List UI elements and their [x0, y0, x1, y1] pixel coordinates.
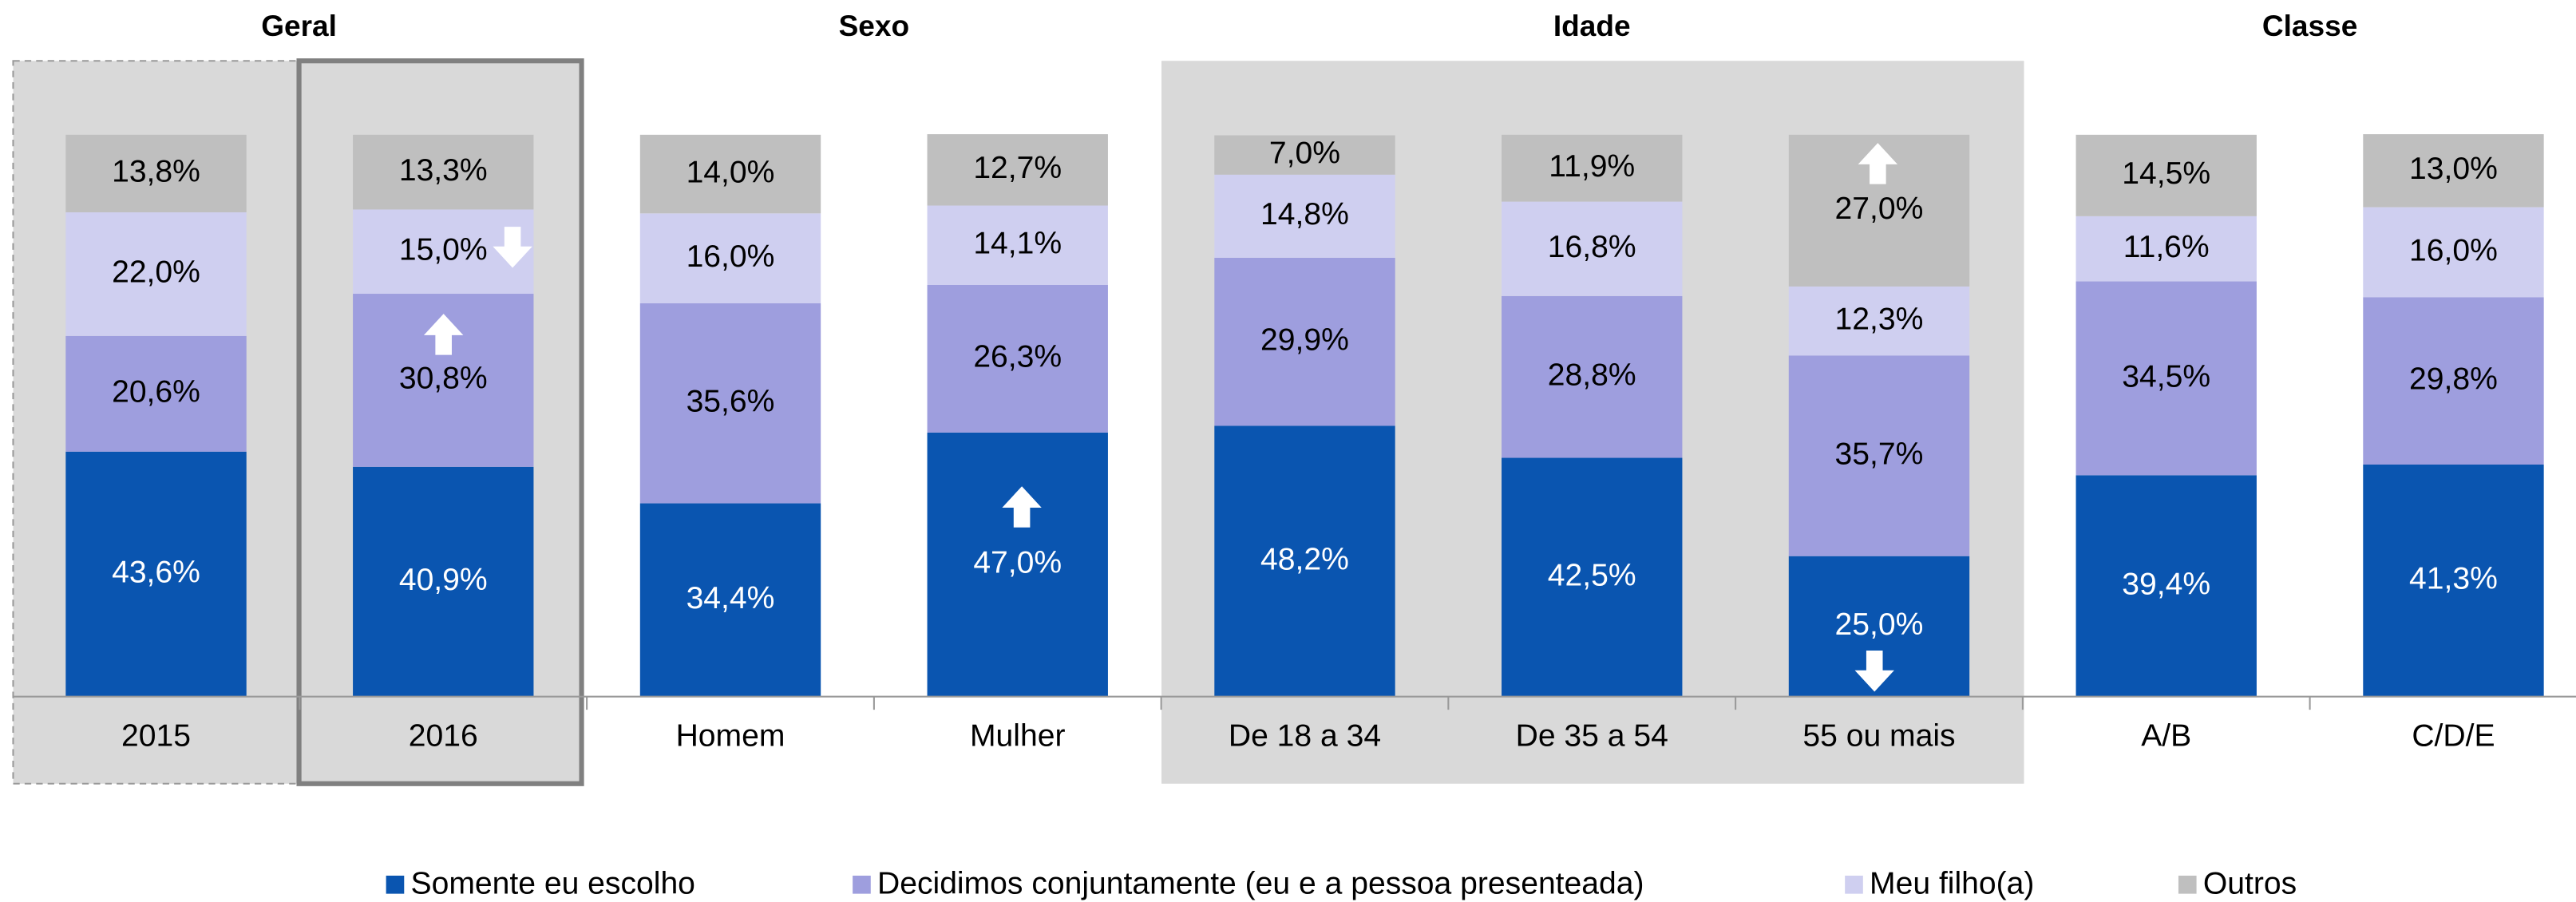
value-label: 12,7% — [973, 151, 1062, 185]
bar-segment — [1788, 355, 1970, 556]
arrow-down — [493, 227, 532, 268]
bar-segment — [639, 503, 821, 697]
value-label: 11,6% — [2123, 230, 2210, 264]
bar-segment — [927, 205, 1108, 285]
bar-segment — [65, 451, 247, 697]
bar-segment — [353, 134, 534, 210]
x-tick-label: 55 ou mais — [1802, 718, 1955, 753]
arrows — [423, 143, 1898, 692]
value-label: 34,5% — [2122, 359, 2210, 394]
value-label: 13,0% — [2409, 152, 2498, 186]
value-label: 14,1% — [973, 226, 1062, 260]
bar-segment — [927, 134, 1108, 206]
value-label: 28,8% — [1548, 358, 1636, 393]
legend-label: Decidimos conjuntamente (eu e a pessoa p… — [877, 867, 1644, 901]
x-tick-label: C/D/E — [2412, 718, 2495, 753]
group-header: Geral — [261, 9, 337, 42]
bar-segment — [65, 335, 247, 452]
bar-segment — [1214, 174, 1395, 258]
bar-segment — [1214, 425, 1395, 697]
value-label: 22,0% — [112, 255, 200, 290]
value-label: 15,0% — [399, 233, 488, 267]
bar-segment — [639, 134, 821, 214]
value-label: 12,3% — [1835, 302, 1924, 336]
legend-label: Meu filho(a) — [1870, 867, 2034, 901]
x-tick-label: A/B — [2141, 718, 2191, 753]
bar-segment — [1214, 135, 1395, 175]
bar-segment — [1502, 295, 1683, 458]
value-label: 40,9% — [399, 563, 488, 597]
bar-segment — [2363, 134, 2544, 208]
value-label: 26,3% — [973, 340, 1062, 374]
bar-segment — [1214, 257, 1395, 426]
bar-segment — [1502, 134, 1683, 202]
value-label: 14,0% — [687, 155, 775, 189]
bar-segment — [2363, 464, 2544, 697]
value-label: 11,9% — [1549, 149, 1635, 184]
bar-segment — [1502, 457, 1683, 697]
value-label: 7,0% — [1269, 136, 1340, 170]
plot: 43,6% 20,6% 22,0% 13,8% 40,9% 30,8% 15,0% 13,3%… — [65, 134, 2544, 697]
group-header: Idade — [1553, 9, 1631, 42]
value-label: 39,4% — [2122, 567, 2210, 601]
value-label: 14,8% — [1260, 197, 1349, 231]
value-label: 34,4% — [687, 581, 775, 615]
bar-segment — [927, 432, 1108, 697]
bar-segment — [65, 134, 247, 212]
bar-segment — [353, 466, 534, 697]
legend-swatch — [1845, 876, 1863, 894]
bar-segment — [1502, 201, 1683, 296]
value-label: 29,8% — [2409, 362, 2498, 396]
value-label: 14,5% — [2122, 156, 2210, 191]
legend-swatch — [853, 876, 871, 894]
value-label: 42,5% — [1548, 558, 1636, 592]
value-label: 16,0% — [687, 239, 775, 274]
bar-segment — [2075, 216, 2257, 282]
value-label: 35,7% — [1835, 437, 1924, 471]
x-tick-label: 2015 — [121, 718, 191, 753]
bar-segment — [2363, 297, 2544, 465]
value-label: 16,8% — [1548, 230, 1636, 264]
value-label: 25,0% — [1835, 607, 1924, 642]
bar-segment — [65, 212, 247, 336]
bar-segment — [2363, 207, 2544, 298]
bar-segment — [2075, 281, 2257, 476]
value-label: 48,2% — [1260, 542, 1349, 576]
bar-segment — [1788, 286, 1970, 356]
value-label: 20,6% — [112, 375, 200, 409]
bar-segment — [2075, 134, 2257, 216]
value-label: 27,0% — [1835, 192, 1924, 226]
x-tick-label: De 35 a 54 — [1516, 718, 1668, 753]
value-label: 30,8% — [399, 362, 488, 396]
arrow-up — [1002, 486, 1042, 528]
legend-label: Outros — [2203, 867, 2297, 901]
legend-label: Somente eu escolho — [411, 867, 695, 901]
value-label: 16,0% — [2409, 233, 2498, 267]
x-tick-label: Homem — [676, 718, 785, 753]
value-label: 43,6% — [112, 556, 200, 590]
x-tick-label: De 18 a 34 — [1229, 718, 1381, 753]
value-label: 47,0% — [973, 546, 1062, 580]
bar-segment — [639, 213, 821, 303]
value-label: 35,6% — [687, 385, 775, 419]
arrow-up — [1858, 143, 1898, 184]
value-label: 29,9% — [1260, 323, 1349, 358]
value-label: 13,3% — [399, 153, 488, 188]
group-header: Classe — [2262, 9, 2357, 42]
value-label: 13,8% — [112, 155, 200, 189]
arrow-up — [423, 314, 464, 355]
value-label: 41,3% — [2409, 562, 2498, 596]
arrow-down — [1854, 651, 1894, 692]
legend-swatch — [386, 876, 405, 894]
group-header: Sexo — [839, 9, 910, 42]
x-tick-label: 2016 — [409, 718, 478, 753]
legend-swatch — [2178, 876, 2197, 894]
bar-segment — [639, 303, 821, 504]
x-tick-label: Mulher — [970, 718, 1065, 753]
bar-segment — [927, 284, 1108, 433]
bar-segment — [2075, 475, 2257, 697]
